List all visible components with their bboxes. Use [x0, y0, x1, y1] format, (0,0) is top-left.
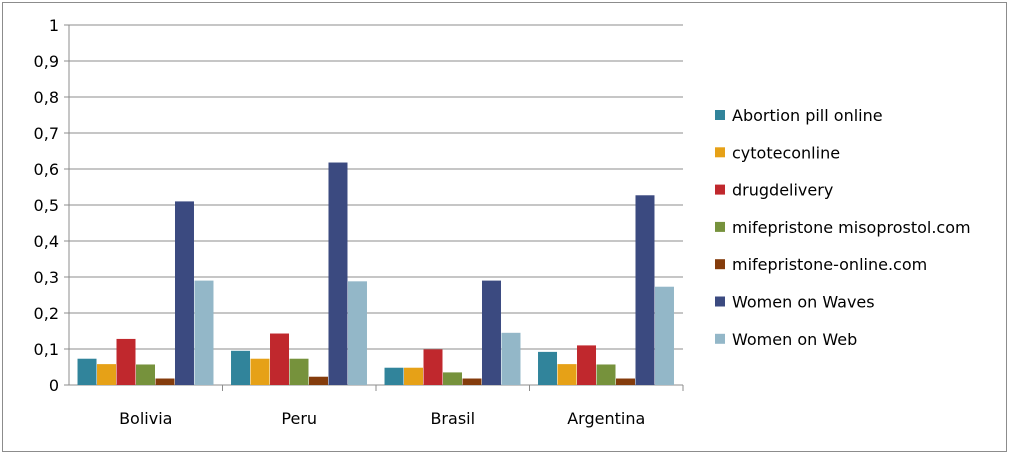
legend-swatch — [715, 147, 725, 158]
legend-label: drugdelivery — [732, 181, 833, 200]
x-category-label: Brasil — [430, 409, 475, 428]
y-tick-label: 0,9 — [34, 52, 59, 71]
bar — [347, 281, 367, 385]
axes — [64, 24, 684, 391]
bars — [77, 162, 674, 385]
bar — [174, 201, 194, 385]
bar — [155, 378, 175, 385]
bar — [97, 364, 117, 385]
bar — [384, 367, 404, 385]
y-tick-label: 0,7 — [34, 124, 59, 143]
bar — [308, 376, 328, 385]
bar — [270, 333, 290, 385]
bar — [538, 351, 558, 385]
bar — [462, 378, 482, 385]
bar — [116, 338, 136, 385]
x-category-label: Peru — [281, 409, 317, 428]
bar — [77, 358, 97, 385]
bar — [136, 364, 155, 385]
legend-swatch — [715, 259, 725, 270]
bar — [231, 350, 251, 385]
bar — [250, 358, 270, 385]
bar — [194, 280, 214, 385]
chart-frame: 0 0,1 0,2 0,3 0,4 0,5 0,6 0,7 0,8 0,9 1 Bolivia Per… — [2, 2, 1007, 452]
bar — [328, 162, 348, 385]
category-labels: Bolivia Peru Brasil Argentina — [119, 409, 645, 428]
y-tick-labels: 0 0,1 0,2 0,3 0,4 0,5 0,6 0,7 0,8 0,9 1 — [34, 16, 59, 395]
legend-label: mifepristone-online.com — [732, 255, 927, 274]
y-tick-label: 1 — [49, 16, 59, 35]
bar — [596, 364, 616, 385]
legend-swatch — [715, 110, 725, 120]
bar — [635, 195, 655, 385]
bar-chart: 0 0,1 0,2 0,3 0,4 0,5 0,6 0,7 0,8 0,9 1 Bolivia Per… — [34, 16, 971, 428]
legend-label: Abortion pill online — [732, 106, 883, 125]
y-tick-label: 0,8 — [34, 88, 59, 107]
gridlines — [69, 24, 683, 350]
legend: Abortion pill online cytoteconline drugdel… — [715, 106, 971, 349]
y-tick-label: 0,3 — [34, 268, 59, 287]
bar — [481, 280, 501, 385]
bar — [501, 332, 521, 385]
y-tick-label: 0,4 — [34, 232, 59, 251]
y-tick-label: 0,5 — [34, 196, 59, 215]
legend-swatch — [715, 184, 725, 195]
legend-label: cytoteconline — [732, 143, 840, 162]
x-category-label: Bolivia — [119, 409, 172, 428]
y-tick-label: 0,2 — [34, 304, 59, 323]
bar — [443, 372, 462, 385]
legend-swatch — [715, 296, 725, 307]
y-tick-label: 0,1 — [34, 340, 59, 359]
legend-label: Women on Web — [732, 330, 857, 349]
bar — [423, 349, 443, 385]
bar — [654, 286, 674, 385]
bar — [557, 364, 577, 385]
bar — [289, 358, 309, 385]
bar — [404, 367, 424, 385]
y-tick-label: 0,6 — [34, 160, 59, 179]
legend-label: mifepristone misoprostol.com — [732, 218, 971, 237]
legend-label: Women on Waves — [732, 293, 875, 312]
bar — [577, 345, 597, 385]
legend-swatch — [715, 333, 725, 344]
legend-swatch — [715, 221, 725, 232]
y-tick-label: 0 — [49, 376, 59, 395]
bar — [615, 378, 635, 385]
x-category-label: Argentina — [567, 409, 645, 428]
